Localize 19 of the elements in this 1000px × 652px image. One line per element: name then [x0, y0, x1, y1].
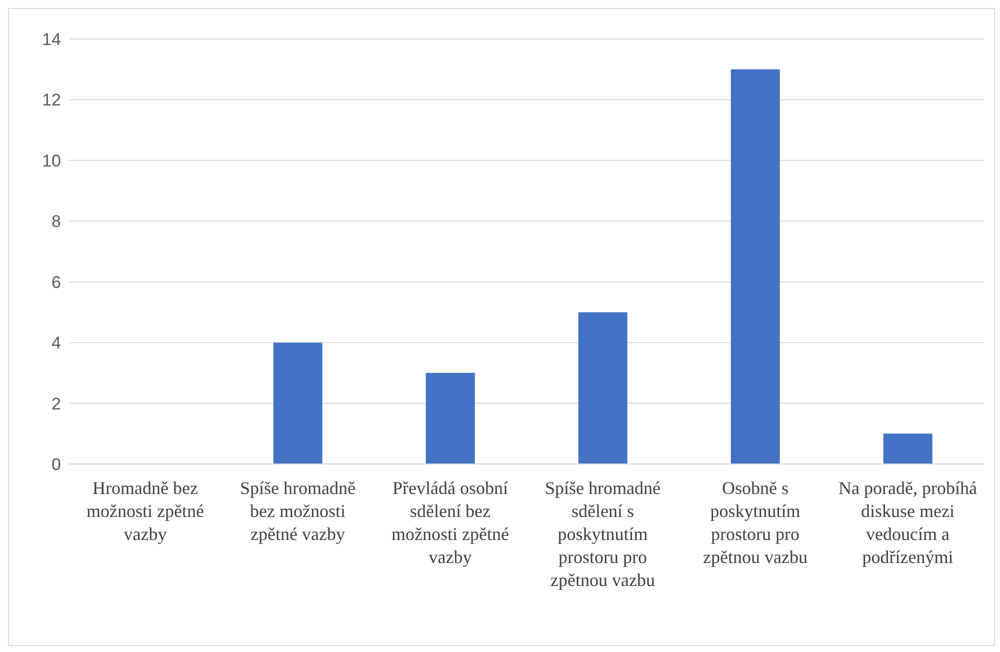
bar — [273, 342, 322, 464]
bar — [883, 434, 932, 464]
y-tick-label: 8 — [52, 212, 61, 232]
x-tick-label: Osobně s poskytnutím prostoru pro zpětnou vazbu — [703, 478, 808, 567]
bar — [730, 69, 780, 464]
bar — [426, 372, 475, 464]
x-tick-label: Na poradě, probíhá diskuse mezi vedoucím a podřízenými — [838, 478, 977, 567]
x-tick-label: Spíše hromadné sdělení s poskytnutím prostoru pro zpětnou vazbu — [545, 478, 660, 590]
y-tick-label: 4 — [52, 334, 61, 353]
y-tick-label: 12 — [42, 90, 61, 110]
x-tick-label: Hromadně bez možnosti zpětné vazby — [86, 478, 204, 544]
y-tick-label: 14 — [42, 30, 61, 50]
x-tick-label: Spíše hromadně bez možnosti zpětné vazby — [240, 478, 356, 544]
y-tick-label: 6 — [52, 272, 61, 292]
y-tick-label: 0 — [52, 455, 61, 474]
y-tick-label: 2 — [52, 394, 61, 414]
y-tick-label: 10 — [42, 151, 61, 170]
x-tick-label: Převládá osobní sdělení bez možnosti zpětné vazby — [392, 478, 509, 567]
bar — [578, 312, 628, 464]
